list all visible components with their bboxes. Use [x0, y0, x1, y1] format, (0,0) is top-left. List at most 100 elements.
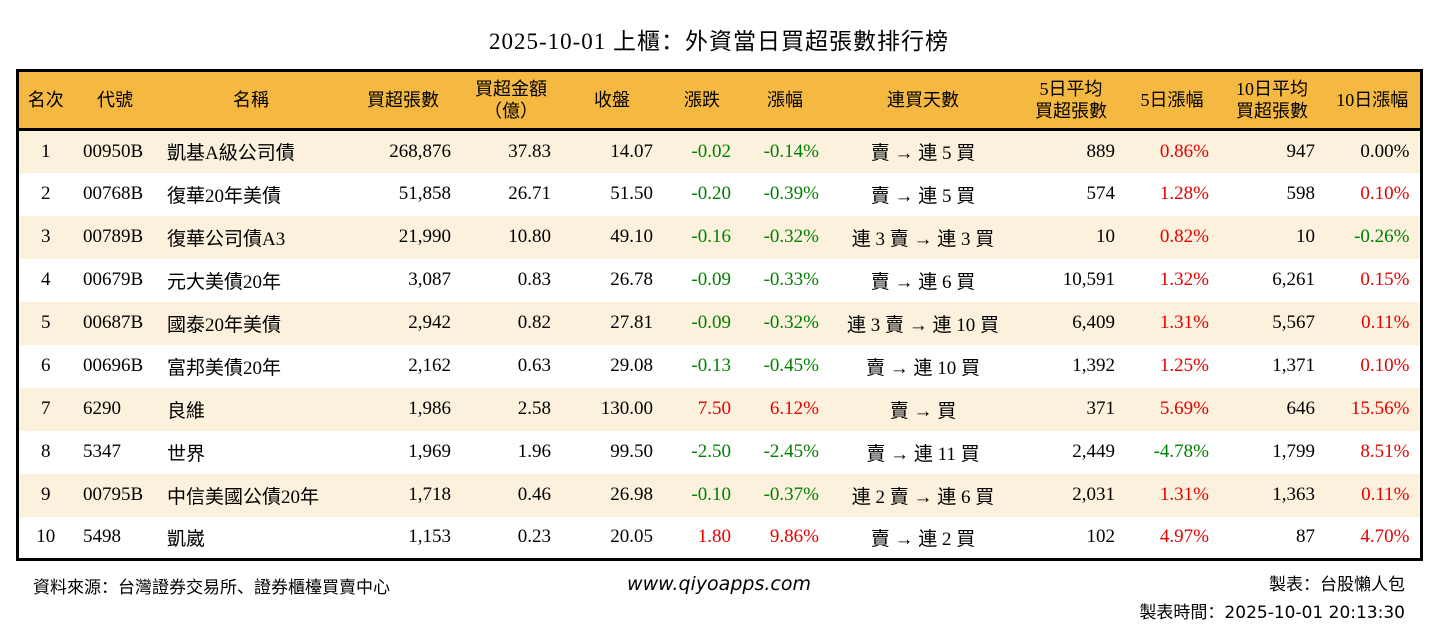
cell-name: 富邦美債20年 — [167, 357, 282, 379]
cell-avg5: 10,591 — [1062, 269, 1115, 290]
cell-code: 00950B — [83, 140, 144, 162]
table-row: 7 6290 良維 1,986 2.58 130.00 7.50 6.12% 賣 → 買 371 5… — [17, 387, 1421, 431]
cell-pct10: 0.15% — [1360, 269, 1410, 290]
table-row: 1 00950B 凱基A級公司債 268,876 37.83 14.07 -0.02 -0.1… — [17, 129, 1421, 173]
data-source-text: 資料來源：台灣證券交易所、證券櫃檯買賣中心 — [33, 578, 390, 597]
table-header: 名次 代號 名稱 買超張數 買超金額 （億） 收盤 漲跌 漲幅 連買天數 5日平均 買超張數 5日漲… — [17, 70, 1421, 131]
footer: 資料來源：台灣證券交易所、證券櫃檯買賣中心 www.qiyoapps.com 製… — [33, 570, 1405, 623]
cell-shares: 21,990 — [398, 226, 451, 247]
cell-name: 元大美債20年 — [167, 271, 282, 293]
cell-shares: 1,718 — [408, 484, 451, 505]
cell-rank: 9 — [41, 484, 51, 505]
cell-close: 26.98 — [610, 484, 653, 505]
cell-streak: 連 3 賣 → 連 3 買 — [851, 228, 995, 250]
table-row: 3 00789B 復華公司債A3 21,990 10.80 49.10 -0.16 -0.32… — [17, 215, 1421, 259]
cell-streak: 賣 → 連 5 買 — [870, 143, 976, 165]
cell-amount: 0.23 — [517, 526, 551, 548]
cell-name: 中信美國公債20年 — [167, 486, 320, 508]
cell-amount: 37.83 — [508, 140, 551, 162]
cell-rank: 1 — [41, 140, 51, 162]
cell-streak: 賣 → 連 5 買 — [870, 185, 976, 207]
cell-pct10: 0.11% — [1361, 312, 1410, 333]
cell-amount: 10.80 — [508, 226, 551, 247]
column-header-avg5: 5日平均 買超張數 — [1017, 70, 1125, 131]
cell-change_pct: -0.45% — [763, 355, 819, 376]
cell-amount: 0.63 — [517, 355, 551, 376]
cell-close: 29.08 — [610, 355, 653, 376]
column-header-name: 名稱 — [157, 70, 345, 131]
cell-change_pct: -0.32% — [763, 226, 819, 247]
cell-change_pct: 9.86% — [769, 526, 819, 548]
cell-avg10: 947 — [1286, 140, 1316, 162]
cell-avg5: 371 — [1086, 398, 1116, 419]
cell-change: -0.10 — [691, 484, 731, 505]
cell-close: 14.07 — [610, 140, 653, 162]
cell-change: 1.80 — [697, 526, 731, 548]
cell-change: -2.50 — [691, 441, 731, 462]
column-header-shares: 買超張數 — [345, 70, 461, 131]
cell-pct10: 0.11% — [1361, 484, 1410, 505]
cell-shares: 2,942 — [408, 312, 451, 333]
cell-rank: 6 — [41, 355, 51, 376]
cell-change: -0.09 — [691, 269, 731, 290]
cell-change: -0.02 — [691, 140, 731, 162]
cell-pct10: 4.70% — [1360, 526, 1410, 548]
cell-code: 5347 — [83, 441, 121, 462]
cell-rank: 2 — [41, 183, 51, 204]
cell-pct10: -0.26% — [1354, 226, 1410, 247]
cell-code: 00789B — [83, 226, 144, 247]
cell-amount: 1.96 — [517, 441, 551, 462]
cell-shares: 1,986 — [408, 398, 451, 419]
cell-change: -0.16 — [691, 226, 731, 247]
cell-pct5: 1.28% — [1159, 183, 1209, 204]
cell-change_pct: -0.32% — [763, 312, 819, 333]
cell-avg10: 6,261 — [1272, 269, 1315, 290]
cell-code: 00679B — [83, 269, 144, 290]
cell-avg10: 87 — [1296, 526, 1315, 548]
ranking-table: 名次 代號 名稱 買超張數 買超金額 （億） 收盤 漲跌 漲幅 連買天數 5日平均 買超張數 5日漲… — [15, 69, 1423, 561]
cell-amount: 0.46 — [517, 484, 551, 505]
cell-rank: 3 — [41, 226, 51, 247]
table-row: 6 00696B 富邦美債20年 2,162 0.63 29.08 -0.13 -0.45% 賣… — [17, 345, 1421, 388]
cell-rank: 10 — [36, 526, 56, 548]
cell-shares: 268,876 — [389, 140, 451, 162]
cell-change_pct: -0.33% — [763, 269, 819, 290]
cell-avg10: 1,371 — [1272, 355, 1315, 376]
cell-change: 7.50 — [697, 398, 731, 419]
cell-pct5: 4.97% — [1159, 526, 1209, 548]
cell-change_pct: -0.37% — [763, 484, 819, 505]
made-time-text: 製表時間：2025-10-01 20:13:30 — [1139, 603, 1405, 623]
cell-streak: 賣 → 連 6 買 — [870, 271, 976, 293]
cell-change: -0.09 — [691, 312, 731, 333]
column-header-close: 收盤 — [561, 70, 663, 131]
cell-change_pct: -0.14% — [763, 140, 819, 162]
cell-avg10: 646 — [1286, 398, 1316, 419]
cell-name: 凱基A級公司債 — [167, 143, 295, 165]
cell-shares: 51,858 — [398, 183, 451, 204]
cell-avg5: 2,031 — [1072, 484, 1115, 505]
cell-rank: 5 — [41, 312, 51, 333]
table-row: 4 00679B 元大美債20年 3,087 0.83 26.78 -0.09 -0.33% 賣… — [17, 259, 1421, 302]
cell-rank: 8 — [41, 441, 51, 462]
cell-pct5: 5.69% — [1159, 398, 1209, 419]
column-header-change: 漲跌 — [663, 70, 741, 131]
cell-amount: 0.83 — [517, 269, 551, 290]
cell-avg5: 102 — [1086, 526, 1116, 548]
cell-rank: 7 — [41, 398, 51, 419]
cell-pct5: 1.25% — [1159, 355, 1209, 376]
cell-name: 復華20年美債 — [167, 185, 282, 207]
column-header-pct10: 10日漲幅 — [1325, 70, 1421, 131]
cell-avg5: 10 — [1096, 226, 1115, 247]
cell-code: 00795B — [83, 484, 144, 505]
cell-code: 00687B — [83, 312, 144, 333]
cell-pct5: 1.32% — [1159, 269, 1209, 290]
cell-pct5: 1.31% — [1159, 484, 1209, 505]
page-title: 2025-10-01 上櫃：外資當日買超張數排行榜 — [488, 29, 950, 54]
cell-shares: 2,162 — [408, 355, 451, 376]
cell-avg5: 889 — [1086, 140, 1116, 162]
cell-avg10: 598 — [1286, 183, 1316, 204]
cell-code: 5498 — [83, 526, 121, 548]
cell-streak: 連 3 賣 → 連 10 買 — [846, 314, 999, 336]
cell-streak: 連 2 賣 → 連 6 買 — [851, 486, 995, 508]
table-row: 8 5347 世界 1,969 1.96 99.50 -2.50 -2.45% 賣 → 連 11… — [17, 431, 1421, 474]
